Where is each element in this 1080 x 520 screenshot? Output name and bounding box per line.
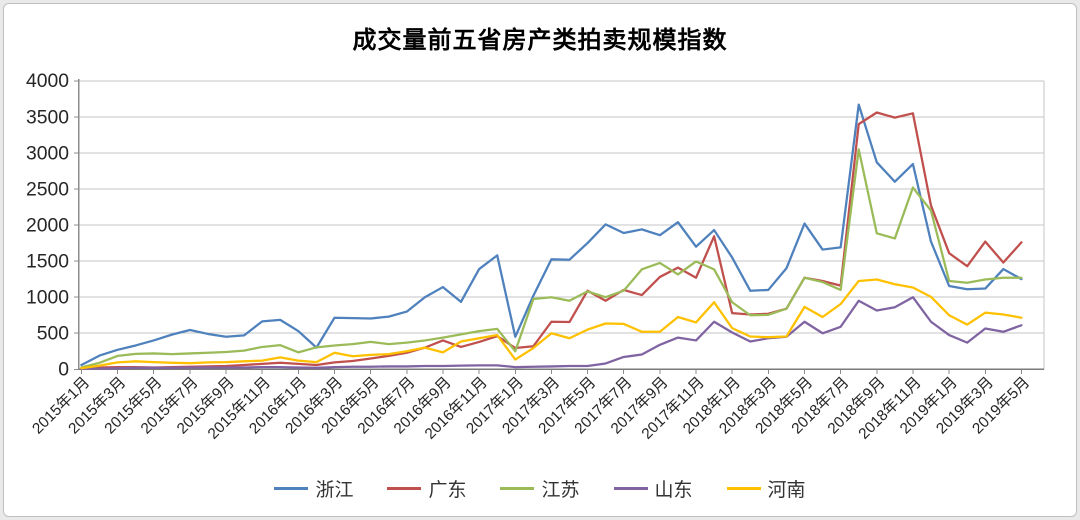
y-tick-label: 500	[37, 324, 69, 345]
y-tick-label: 2000	[26, 216, 69, 237]
chart-card: 成交量前五省房产类拍卖规模指数 0 500 1000 1500 2000 2500 3000…	[3, 3, 1077, 517]
y-tick-label: 3000	[26, 143, 69, 164]
chart-title: 成交量前五省房产类拍卖规模指数	[352, 28, 728, 54]
legend-swatch-shandong	[613, 487, 648, 490]
legend-label-jiangsu: 江苏	[541, 480, 580, 501]
y-tick-label: 0	[58, 360, 69, 381]
series-line-guangdong	[80, 111, 1023, 370]
legend-item-guangdong: 广东	[387, 475, 466, 502]
y-tick-label: 3500	[26, 107, 69, 128]
legend-item-jiangsu: 江苏	[500, 475, 580, 502]
series-line-zhejiang	[80, 103, 1023, 367]
series-line-shandong	[80, 296, 1023, 371]
legend-item-shandong: 山东	[613, 475, 693, 502]
y-tick-label: 4000	[26, 71, 69, 92]
chart-legend: 浙江 广东 江苏 山东 河南	[4, 475, 1076, 502]
y-tick-label: 1000	[26, 288, 69, 309]
legend-label-shandong: 山东	[654, 480, 693, 501]
legend-swatch-jiangsu	[500, 487, 535, 490]
legend-label-zhejiang: 浙江	[315, 480, 354, 501]
y-tick-label: 1500	[26, 252, 69, 273]
legend-item-zhejiang: 浙江	[274, 475, 353, 502]
chart-plot: 050010001500200025003000350040002015年1月2…	[26, 71, 1045, 443]
legend-swatch-zhejiang	[274, 487, 309, 490]
legend-label-guangdong: 广东	[428, 480, 467, 501]
legend-swatch-guangdong	[387, 487, 422, 490]
legend-label-henan: 河南	[767, 480, 806, 501]
series-line-jiangsu	[80, 148, 1023, 369]
legend-swatch-henan	[726, 487, 761, 490]
y-tick-label: 2500	[26, 179, 69, 200]
legend-item-henan: 河南	[726, 475, 806, 502]
series-line-henan	[80, 278, 1023, 370]
